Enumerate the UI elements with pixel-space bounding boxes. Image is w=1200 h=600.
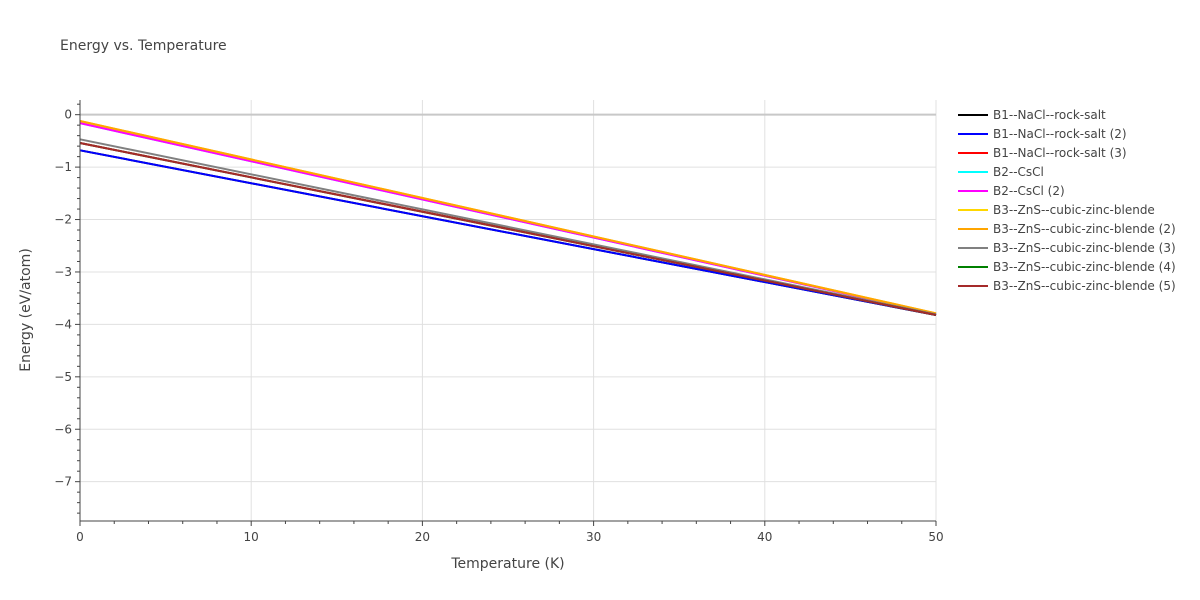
x-tick-label: 10 [244,530,259,544]
y-tick-label: −6 [54,422,72,436]
legend-item-6[interactable]: B3--ZnS--cubic-zinc-blende [958,203,1155,217]
legend-label: B1--NaCl--rock-salt (2) [993,127,1127,141]
y-tick-label: −1 [54,160,72,174]
legend-item-5[interactable]: B2--CsCl (2) [958,184,1065,198]
legend-item-2[interactable]: B1--NaCl--rock-salt (2) [958,127,1127,141]
series-line-8 [79,138,937,316]
legend-item-4[interactable]: B2--CsCl [958,165,1044,179]
legend-item-7[interactable]: B3--ZnS--cubic-zinc-blende (2) [958,222,1176,236]
axes [75,100,937,526]
x-tick-label: 50 [928,530,943,544]
legend-label: B3--ZnS--cubic-zinc-blende [993,203,1155,217]
grid-lines [80,100,937,521]
legend-item-8[interactable]: B3--ZnS--cubic-zinc-blende (3) [958,241,1176,255]
legend-label: B3--ZnS--cubic-zinc-blende (4) [993,260,1176,274]
x-axis-title: Temperature (K) [450,556,564,572]
y-axis-title: Energy (eV/atom) [18,248,34,372]
y-axis-ticks: 0 −1 −2 −3 −4 −5 −6 −7 [54,108,72,489]
legend-label: B1--NaCl--rock-salt (3) [993,146,1127,160]
y-tick-label: 0 [64,108,72,122]
legend-item-1[interactable]: B1--NaCl--rock-salt [958,108,1106,122]
series-lines [79,120,937,316]
y-tick-label: −5 [54,370,72,384]
legend-item-3[interactable]: B1--NaCl--rock-salt (3) [958,146,1127,160]
plot-area: 0 10 20 30 40 50 0 −1 −2 −3 −4 −5 −6 −7 [54,100,944,544]
legend-item-10[interactable]: B3--ZnS--cubic-zinc-blende (5) [958,279,1176,293]
x-axis-ticks: 0 10 20 30 40 50 [76,530,943,544]
legend-label: B3--ZnS--cubic-zinc-blende (5) [993,279,1176,293]
legend-item-9[interactable]: B3--ZnS--cubic-zinc-blende (4) [958,260,1176,274]
chart-title: Energy vs. Temperature [60,38,227,54]
legend-label: B3--ZnS--cubic-zinc-blende (3) [993,241,1176,255]
y-tick-label: −4 [54,317,72,331]
legend-label: B1--NaCl--rock-salt [993,108,1106,122]
legend-label: B3--ZnS--cubic-zinc-blende (2) [993,222,1176,236]
x-tick-label: 30 [586,530,601,544]
y-tick-label: −7 [54,475,72,489]
series-line-7 [79,120,937,315]
x-tick-label: 20 [415,530,430,544]
series-line-10 [79,142,937,316]
y-tick-label: −2 [54,213,72,227]
series-line-2 [79,149,937,316]
legend-label: B2--CsCl (2) [993,184,1065,198]
x-tick-label: 0 [76,530,84,544]
x-tick-label: 40 [757,530,772,544]
legend[interactable]: B1--NaCl--rock-salt B1--NaCl--rock-salt (… [958,108,1176,293]
y-tick-label: −3 [54,265,72,279]
legend-label: B2--CsCl [993,165,1044,179]
